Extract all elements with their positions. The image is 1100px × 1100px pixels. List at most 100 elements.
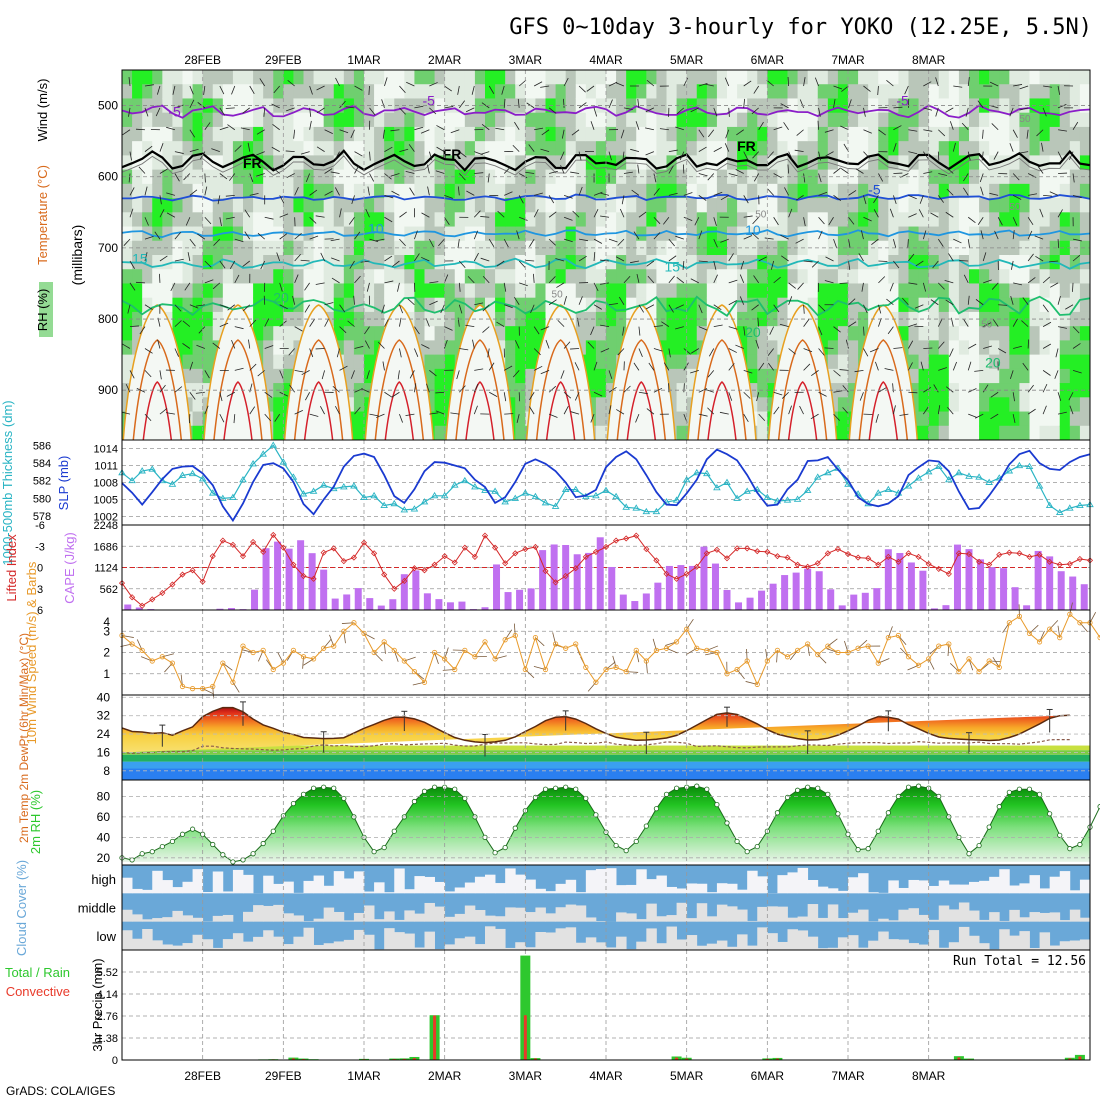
- rh-cell: [142, 141, 153, 156]
- thickness-line: [121, 444, 1091, 514]
- rh-cell: [414, 141, 426, 156]
- rh-cell: [878, 112, 889, 128]
- wind-barb: [922, 282, 927, 292]
- rh-cell: [152, 198, 163, 213]
- rh-cell: [212, 126, 224, 142]
- lifted-index-point: [512, 550, 519, 557]
- rh-cell: [898, 226, 910, 242]
- thickness-point: [440, 491, 449, 499]
- wind-barb: [425, 318, 430, 327]
- cape-bar: [1011, 587, 1019, 610]
- cloud-cell: [1029, 912, 1040, 922]
- wind-barb: [908, 362, 913, 371]
- rh-cell: [464, 269, 476, 285]
- wind-barb: [458, 100, 466, 109]
- rh-cell: [495, 70, 506, 85]
- cloud-level-label: high: [91, 872, 116, 887]
- cloud-cell: [545, 913, 556, 922]
- thickness-point: [733, 494, 741, 501]
- rh-cell: [827, 326, 839, 341]
- rh-cell: [333, 269, 345, 285]
- wind-barb: [668, 165, 674, 174]
- rh-cell: [353, 354, 365, 370]
- wind-barb: [818, 173, 822, 183]
- rh-cell: [303, 169, 315, 185]
- thickness-point: [612, 492, 620, 500]
- wind-barb: [170, 282, 176, 292]
- cloud-cell: [364, 905, 375, 922]
- wind-barb: [264, 413, 272, 422]
- wind-barb: [399, 107, 406, 115]
- rh-cell: [585, 155, 597, 171]
- rh-cell: [948, 183, 960, 199]
- cloud-cell: [686, 883, 698, 894]
- wind-barb: [189, 129, 196, 138]
- wind-barb: [753, 173, 760, 182]
- wind-barb: [638, 304, 645, 313]
- rh-cell: [303, 269, 315, 285]
- thickness-axis-label: 1000-500mb Thickness (dm): [0, 400, 15, 565]
- wind-barb: [811, 370, 819, 376]
- wind-barb: [518, 260, 526, 268]
- wind-barb: [204, 260, 212, 268]
- rh-cell: [283, 112, 295, 128]
- rh-cell: [979, 326, 990, 341]
- rh-cell: [273, 155, 284, 171]
- wind-speed-point: [169, 660, 176, 666]
- wind-barb: [683, 383, 685, 393]
- wind-barb: [698, 129, 705, 138]
- rh-cell: [686, 326, 698, 341]
- wind-barb: [578, 186, 583, 196]
- rh-cell: [142, 240, 153, 256]
- rh-cell: [192, 411, 204, 427]
- rh-cell: [575, 226, 587, 242]
- rh-cell: [767, 226, 779, 242]
- rh-cell: [464, 126, 476, 142]
- rh-cell: [747, 283, 758, 299]
- rh-cell: [676, 297, 688, 313]
- rh-cell: [424, 183, 436, 199]
- wind-barb: [426, 383, 430, 393]
- rh-cell: [928, 126, 940, 142]
- rh-cell: [969, 198, 980, 213]
- rh-cell: [958, 212, 970, 228]
- wind-barb: [367, 186, 370, 196]
- wind-barb: [1019, 151, 1029, 154]
- wind-barb: [877, 85, 879, 96]
- rh-cell: [1039, 411, 1051, 427]
- cape-bar: [827, 589, 835, 610]
- wind-speed-point: [502, 637, 508, 643]
- thickness-point: [1005, 467, 1014, 474]
- rh-cell: [404, 297, 416, 313]
- rh-cell: [182, 297, 194, 313]
- cloud-cell: [444, 891, 456, 894]
- rh-cell: [747, 70, 758, 85]
- wind-barb: [471, 85, 475, 95]
- wind-barb: [548, 107, 557, 114]
- thickness-point: [360, 493, 368, 501]
- cloud-cell: [212, 871, 224, 894]
- rh-cell: [1069, 269, 1081, 285]
- rh-cell: [908, 354, 920, 370]
- cape-bar: [896, 553, 904, 610]
- wind-barb: [1042, 304, 1049, 313]
- wind-barb: [233, 414, 236, 424]
- wind-barb: [525, 171, 535, 174]
- rh-cell: [1039, 425, 1051, 440]
- rh-point: [159, 843, 165, 850]
- rh-cell: [938, 354, 950, 370]
- wind-barb: [968, 216, 976, 224]
- rh-cell: [505, 112, 516, 128]
- rh-cell: [626, 112, 637, 128]
- wind-barb: [166, 192, 176, 196]
- wind-barb: [234, 274, 240, 284]
- rh-cell: [283, 98, 295, 114]
- rh-cell: [545, 126, 557, 142]
- rh-cell: [1009, 397, 1021, 413]
- rh-cell: [747, 126, 758, 142]
- wind-speed-point: [411, 669, 418, 675]
- warm-plume-contour: [626, 381, 657, 440]
- wind-barb: [698, 146, 707, 152]
- rh-cell: [434, 326, 446, 341]
- thickness-point: [128, 476, 136, 484]
